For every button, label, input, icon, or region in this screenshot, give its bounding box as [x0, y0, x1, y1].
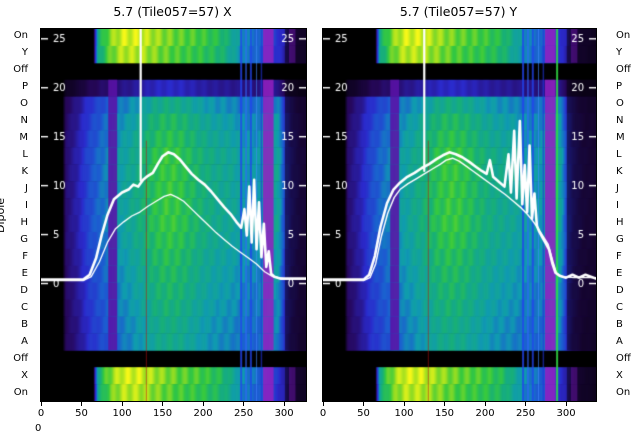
dipole-row-label: G — [20, 233, 28, 245]
dipole-row-label: D — [20, 284, 28, 296]
panel-x-title: 5.7 (Tile057=57) X — [113, 4, 232, 19]
dipole-row-label: N — [616, 114, 624, 126]
x-tick-label: 100 — [112, 408, 132, 419]
panel-y-title: 5.7 (Tile057=57) Y — [399, 4, 518, 19]
dipole-row-label: J — [25, 182, 28, 194]
x-tick-label: 200 — [193, 408, 213, 419]
dipole-row-label: O — [20, 97, 28, 109]
dipole-row-label: Off — [13, 352, 28, 364]
dipole-row-label: M — [19, 131, 28, 143]
x-tick-label: 250 — [515, 408, 536, 419]
x-tick-mark — [403, 402, 405, 406]
x-tick-label: 150 — [153, 408, 173, 419]
x-tick-mark — [81, 402, 83, 406]
dipole-row-label: B — [21, 318, 28, 330]
dipole-row-labels-left: On Y Off P O N M L K J I H G F E D C B A Off X On — [0, 27, 28, 401]
x-tick-mark — [121, 402, 123, 406]
dipole-row-label: C — [21, 301, 28, 313]
x-tick-mark — [243, 402, 245, 406]
x-tick-label: 250 — [234, 408, 254, 419]
dipole-row-label: Off — [616, 352, 631, 364]
x-tick-label: 100 — [394, 408, 414, 419]
x-tick-label: 300 — [556, 408, 576, 419]
x-tick-mark — [202, 402, 204, 406]
x-tick-mark — [162, 402, 164, 406]
dipole-row-label: O — [616, 97, 624, 109]
dipole-row-label: On — [616, 29, 631, 41]
dipole-row-label: P — [616, 80, 623, 92]
dipole-row-label: X — [21, 369, 28, 381]
dipole-row-label: A — [21, 335, 28, 347]
x-tick-label: 50 — [75, 408, 88, 419]
dipole-row-label: J — [616, 182, 619, 194]
dipole-row-label: I — [25, 199, 28, 211]
dipole-row-label: A — [616, 335, 623, 347]
dipole-row-label: K — [21, 165, 28, 177]
dipole-row-label: P — [21, 80, 28, 92]
x-tick-label: 300 — [274, 408, 294, 419]
corner-zero-label: 0 — [35, 423, 42, 434]
dipole-row-label: D — [616, 284, 624, 296]
dipole-row-label: E — [21, 267, 28, 279]
dipole-row-label: F — [616, 250, 622, 262]
dipole-row-label: I — [616, 199, 619, 211]
x-tick-mark — [484, 402, 486, 406]
x-tick-mark — [363, 402, 364, 406]
x-tick-label: 200 — [475, 408, 495, 419]
x-tick-mark — [322, 402, 324, 406]
dipole-row-label: On — [13, 386, 28, 398]
dipole-row-label: F — [22, 250, 28, 262]
dipole-row-label: Off — [616, 63, 631, 75]
heatmap-panel-y — [322, 28, 597, 402]
x-tick-label: 50 — [357, 408, 370, 419]
dipole-row-label: H — [616, 216, 624, 228]
dipole-row-label: Y — [21, 46, 28, 58]
x-tick-mark — [40, 402, 42, 406]
dipole-row-label: M — [616, 131, 625, 143]
x-tick-mark — [283, 402, 285, 406]
dipole-row-label: N — [20, 114, 28, 126]
heatmap-panel-x — [40, 28, 307, 402]
dipole-row-label: G — [616, 233, 624, 245]
x-tick-mark — [444, 402, 445, 406]
heatmap-canvas-y — [323, 29, 596, 401]
dipole-row-label: Y — [616, 46, 623, 58]
dipole-row-label: L — [616, 148, 622, 160]
heatmap-canvas-x — [41, 29, 306, 401]
x-tick-mark — [565, 402, 567, 406]
x-tick-label: 0 — [37, 408, 45, 419]
x-tick-label: 150 — [434, 408, 455, 419]
dipole-row-label: K — [616, 165, 623, 177]
dipole-row-label: Off — [13, 63, 28, 75]
dipole-row-labels-right: On Y Off P O N M L K J I H G F E D C B A Off X On — [616, 27, 640, 401]
dipole-row-label: L — [22, 148, 28, 160]
dipole-row-label: On — [13, 29, 28, 41]
dipole-row-label: C — [616, 301, 623, 313]
dipole-row-label: B — [616, 318, 623, 330]
dipole-row-label: E — [616, 267, 623, 279]
dipole-row-label: X — [616, 369, 623, 381]
dipole-row-label: H — [20, 216, 28, 228]
dipole-row-label: On — [616, 386, 631, 398]
x-tick-label: 0 — [319, 408, 327, 419]
x-tick-mark — [525, 402, 527, 406]
